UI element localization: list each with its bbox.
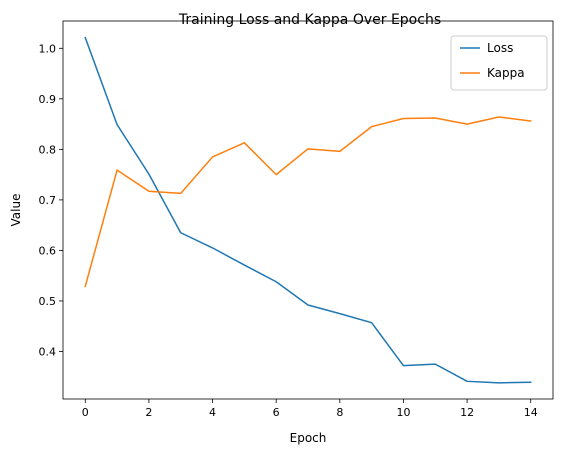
x-tick-label: 2 (145, 406, 152, 419)
x-tick-label: 6 (273, 406, 280, 419)
legend-box (450, 35, 548, 91)
y-tick-label: 0.8 (39, 143, 57, 156)
series-line-loss (84, 36, 532, 384)
plot-frame (62, 20, 554, 400)
x-tick-label: 14 (524, 406, 538, 419)
legend: Loss Kappa (450, 35, 548, 91)
y-tick-label: 0.6 (39, 244, 57, 257)
y-tick-label: 0.4 (39, 345, 57, 358)
x-tick-label: 12 (460, 406, 474, 419)
y-tick-label: 0.7 (39, 194, 57, 207)
legend-label-loss: Loss (487, 41, 513, 55)
y-tick-label: 0.9 (39, 93, 57, 106)
plot-marks: 0 2 4 6 8 10 12 14 0.4 0.5 0.6 0.7 0.8 0.9 1.0 (39, 36, 538, 419)
x-tick-label: 4 (209, 406, 216, 419)
y-tick-label: 1.0 (39, 42, 57, 55)
x-tick-label: 0 (82, 406, 89, 419)
x-tick-label: 10 (396, 406, 410, 419)
x-axis-label: Epoch (290, 431, 327, 445)
chart-title: Training Loss and Kappa Over Epochs (178, 12, 441, 28)
series-line-kappa (84, 116, 532, 288)
legend-label-kappa: Kappa (487, 66, 525, 80)
x-tick-label: 8 (336, 406, 343, 419)
y-axis-label: Value (9, 194, 23, 227)
y-tick-label: 0.5 (39, 295, 57, 308)
